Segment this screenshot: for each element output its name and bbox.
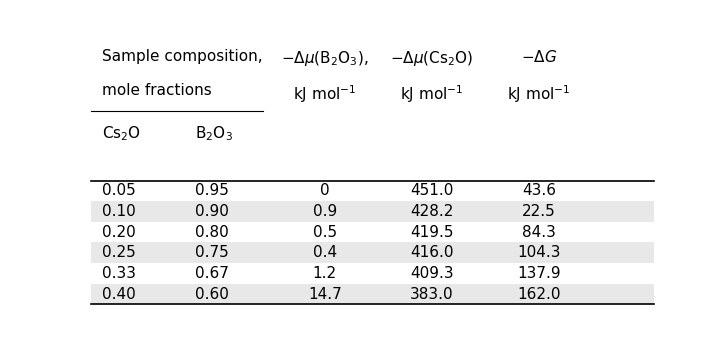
Text: kJ mol$^{-1}$: kJ mol$^{-1}$ bbox=[507, 83, 571, 105]
Text: 416.0: 416.0 bbox=[410, 245, 454, 260]
Text: 14.7: 14.7 bbox=[308, 287, 342, 302]
Text: 162.0: 162.0 bbox=[517, 287, 561, 302]
Text: Sample composition,: Sample composition, bbox=[102, 49, 262, 64]
Text: 0.9: 0.9 bbox=[313, 204, 337, 219]
Text: 0.20: 0.20 bbox=[102, 225, 136, 240]
Text: 0.5: 0.5 bbox=[313, 225, 337, 240]
Text: 0.25: 0.25 bbox=[102, 245, 136, 260]
Text: 84.3: 84.3 bbox=[522, 225, 555, 240]
Text: 0.67: 0.67 bbox=[195, 266, 229, 281]
Text: $-\Delta G$: $-\Delta G$ bbox=[521, 49, 557, 65]
Text: 451.0: 451.0 bbox=[410, 183, 454, 198]
Text: 22.5: 22.5 bbox=[522, 204, 555, 219]
Text: kJ mol$^{-1}$: kJ mol$^{-1}$ bbox=[293, 83, 356, 105]
Text: 383.0: 383.0 bbox=[410, 287, 454, 302]
Text: 0.75: 0.75 bbox=[195, 245, 229, 260]
Text: B$_2$O$_3$: B$_2$O$_3$ bbox=[195, 124, 233, 143]
Text: 0.40: 0.40 bbox=[102, 287, 136, 302]
FancyBboxPatch shape bbox=[91, 201, 654, 222]
Text: $-\Delta\mu(\mathrm{Cs_2O})$: $-\Delta\mu(\mathrm{Cs_2O})$ bbox=[390, 49, 473, 68]
Text: 104.3: 104.3 bbox=[517, 245, 561, 260]
Text: 409.3: 409.3 bbox=[410, 266, 454, 281]
Text: 428.2: 428.2 bbox=[410, 204, 454, 219]
Text: 0: 0 bbox=[320, 183, 329, 198]
Text: 137.9: 137.9 bbox=[517, 266, 561, 281]
Text: 419.5: 419.5 bbox=[410, 225, 454, 240]
Text: 0.90: 0.90 bbox=[195, 204, 229, 219]
Text: Cs$_2$O: Cs$_2$O bbox=[102, 124, 141, 143]
FancyBboxPatch shape bbox=[91, 242, 654, 263]
Text: kJ mol$^{-1}$: kJ mol$^{-1}$ bbox=[400, 83, 463, 105]
FancyBboxPatch shape bbox=[91, 284, 654, 304]
Text: 1.2: 1.2 bbox=[313, 266, 337, 281]
Text: $-\Delta\mu(\mathrm{B_2O_3})$,: $-\Delta\mu(\mathrm{B_2O_3})$, bbox=[281, 49, 369, 68]
Text: 0.95: 0.95 bbox=[195, 183, 229, 198]
Text: mole fractions: mole fractions bbox=[102, 83, 212, 98]
Text: 0.10: 0.10 bbox=[102, 204, 136, 219]
Text: 0.80: 0.80 bbox=[195, 225, 229, 240]
Text: 0.60: 0.60 bbox=[195, 287, 229, 302]
Text: 0.4: 0.4 bbox=[313, 245, 337, 260]
Text: 43.6: 43.6 bbox=[522, 183, 556, 198]
Text: 0.05: 0.05 bbox=[102, 183, 136, 198]
Text: 0.33: 0.33 bbox=[102, 266, 136, 281]
